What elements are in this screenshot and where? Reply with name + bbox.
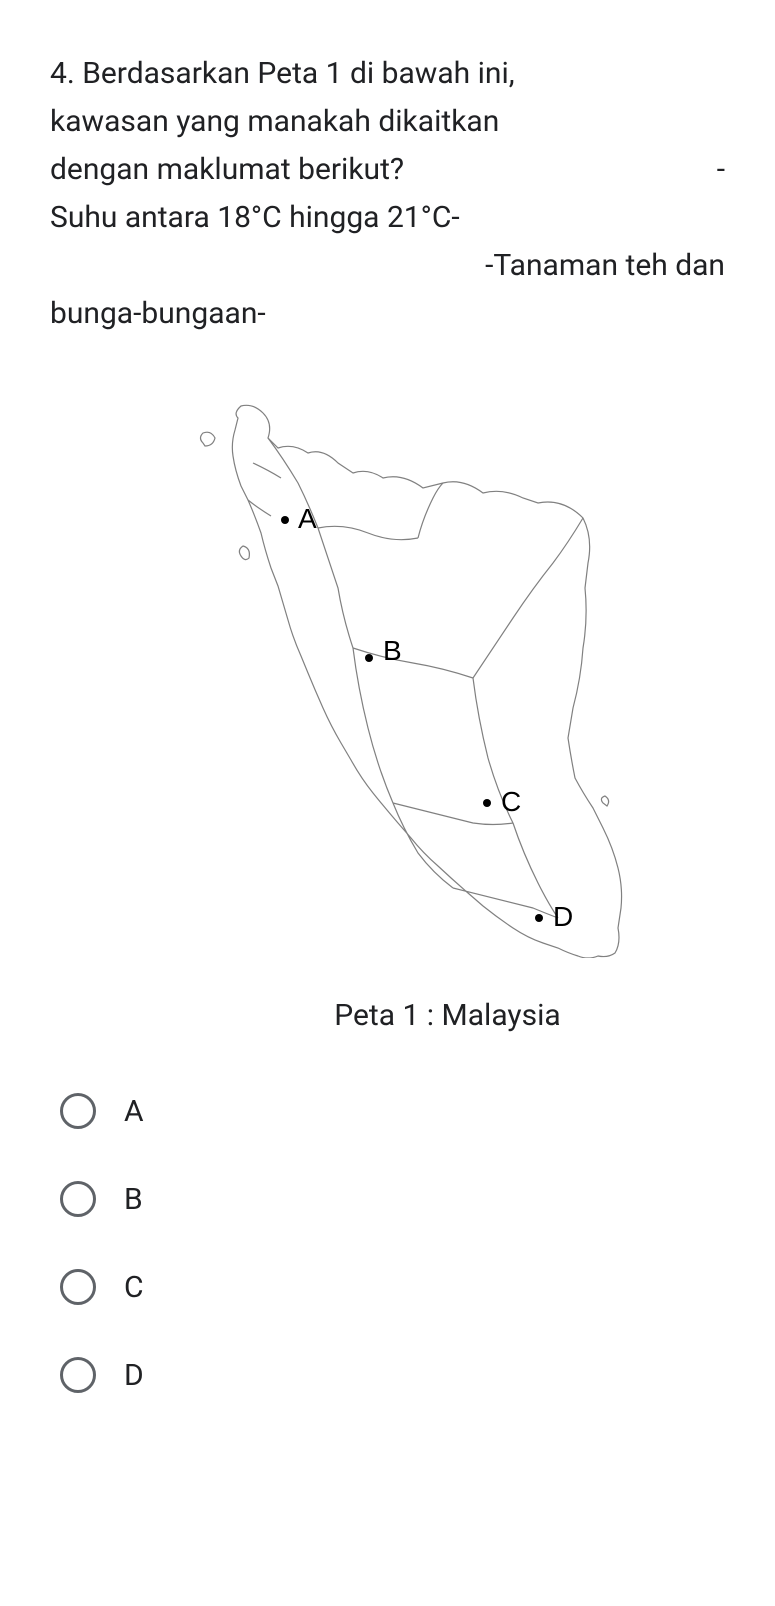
option-c[interactable]: C [60,1269,725,1305]
map-dot-b [365,654,373,662]
question-text: 4. Berdasarkan Peta 1 di bawah ini, kawa… [50,50,725,338]
map-border-6 [473,518,583,678]
option-label-c: C [124,1270,144,1305]
map-label-a: A [298,503,317,534]
question-line-3: dengan maklumat berikut? [50,146,404,194]
option-label-d: D [124,1358,144,1393]
map-outline-main [232,405,621,958]
radio-icon [60,1357,96,1393]
map-island-2 [239,546,249,560]
map-border-2 [318,526,418,539]
question-line-6: bunga-bungaan- [50,290,725,338]
option-a[interactable]: A [60,1093,725,1129]
map-label-b: B [383,635,402,666]
map-border-11 [513,823,558,918]
map-dot-a [281,516,289,524]
question-line-4: Suhu antara 18°C hingga 21°C- [50,194,725,242]
question-line-3-suffix: - [717,146,725,194]
map-island-3 [601,796,608,806]
map-container: A B C D [50,398,725,958]
map-label-c: C [501,786,521,817]
map-border-9 [393,803,513,825]
radio-icon [60,1181,96,1217]
option-d[interactable]: D [60,1357,725,1393]
radio-icon [60,1269,96,1305]
malaysia-map: A B C D [143,398,633,958]
option-label-a: A [124,1094,144,1129]
radio-icon [60,1093,96,1129]
map-border-4 [318,528,353,648]
question-line-1: 4. Berdasarkan Peta 1 di bawah ini, [50,50,725,98]
map-border-3 [418,483,443,538]
question-line-2: kawasan yang manakah dikaitkan [50,98,725,146]
option-label-b: B [124,1182,143,1217]
map-border-7 [353,648,393,803]
map-label-d: D [553,901,573,932]
option-b[interactable]: B [60,1181,725,1217]
map-island-1 [200,432,215,446]
map-dot-d [535,914,543,922]
question-line-5: -Tanaman teh dan [50,242,725,290]
map-dot-c [483,799,491,807]
map-caption: Peta 1 : Malaysia [50,998,725,1033]
options-group: A B C D [50,1093,725,1393]
map-border-14 [253,463,281,478]
map-border-5 [353,648,473,678]
